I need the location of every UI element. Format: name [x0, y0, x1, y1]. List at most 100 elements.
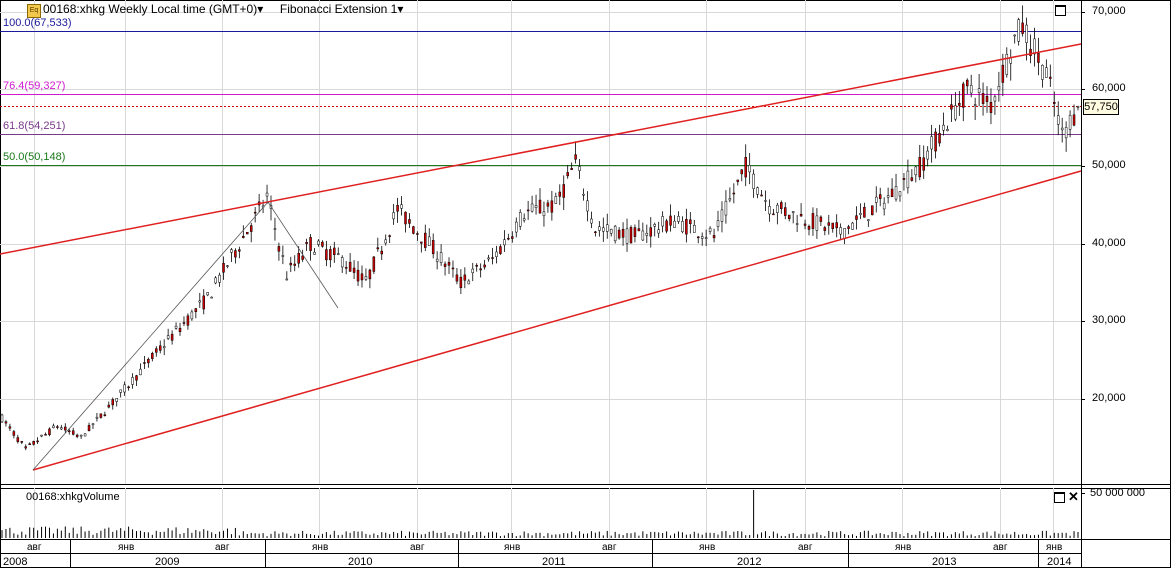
candle-body [728, 198, 732, 201]
candle-body [811, 213, 815, 229]
candle-body [938, 133, 941, 144]
candle-body [704, 237, 708, 239]
candle-body [641, 230, 645, 241]
candle-body [661, 216, 664, 227]
candle-body [1045, 67, 1048, 78]
close-volume-panel-icon[interactable]: ✕ [1068, 489, 1079, 504]
year-label: 2014 [1047, 556, 1072, 568]
candle-body [36, 440, 39, 443]
candle-body [392, 212, 395, 220]
candle-body [867, 219, 870, 221]
candle-body [1060, 127, 1064, 131]
maximize-volume-panel-icon[interactable] [1054, 492, 1065, 503]
candle-body [107, 404, 111, 408]
candle-body [155, 348, 158, 353]
candle-body [878, 194, 882, 199]
candle-body [119, 389, 122, 393]
candle-body [202, 295, 205, 310]
candle-body [277, 246, 281, 252]
maximize-price-panel-icon[interactable] [1055, 5, 1066, 16]
candle-body [807, 226, 811, 230]
month-tick-label: авг [27, 542, 42, 553]
candle-body [420, 241, 423, 244]
candle-body [958, 102, 961, 106]
candle-body [578, 166, 581, 171]
year-label: 2012 [737, 556, 762, 568]
candle-body [427, 236, 431, 246]
candle-body [495, 251, 498, 257]
candle-body [574, 154, 577, 160]
candle-body [902, 178, 906, 180]
month-tick-label: янв [312, 542, 329, 553]
candle-body [111, 399, 115, 406]
candle-body [558, 191, 562, 197]
symbol-dropdown-icon[interactable]: ▾ [257, 2, 264, 16]
candle-body [222, 262, 225, 273]
candle-body [273, 228, 277, 230]
candle-body [329, 249, 332, 261]
candle-body [186, 315, 190, 326]
candle-body [550, 200, 554, 213]
candle-body [1005, 53, 1009, 75]
candle-body [910, 177, 914, 181]
chart-title[interactable]: 00168:xhkg Weekly Local time (GMT+0)▾ Fi… [43, 2, 403, 16]
candle-body [83, 433, 87, 437]
candle-body [700, 236, 704, 239]
candle-body [997, 85, 1001, 91]
candle-body [143, 362, 146, 364]
candle-body [28, 443, 31, 446]
candle-body [784, 207, 787, 216]
candle-body [352, 267, 356, 273]
candle-body [52, 425, 55, 428]
equity-icon[interactable]: Eq [27, 4, 41, 18]
indicator-dropdown-icon[interactable]: ▾ [397, 2, 404, 16]
candle-body [483, 264, 486, 268]
candle-body [511, 236, 514, 239]
candle-body [333, 247, 336, 256]
candle-body [973, 104, 977, 106]
candle-body [360, 273, 364, 281]
candle-body [681, 221, 684, 233]
candle-body [293, 263, 296, 266]
candle-body [776, 204, 779, 213]
candle-body [835, 222, 838, 229]
candle-body [859, 212, 862, 215]
candle-body [285, 278, 289, 281]
month-tick-label: авг [410, 542, 425, 553]
year-label: 2013 [932, 556, 957, 568]
candle-body [71, 430, 75, 435]
candle-body [297, 253, 300, 264]
candle-body [617, 229, 621, 239]
candle-body [819, 216, 823, 222]
candle-body [922, 157, 925, 171]
fib-extension-anchors [32, 201, 339, 471]
candle-body [538, 199, 542, 214]
candle-body [606, 224, 609, 232]
candle-body [20, 441, 24, 443]
candle-body [693, 224, 696, 233]
price-tick-label: 20,000 [1092, 391, 1126, 404]
candle-body [914, 166, 918, 176]
candle-body [1068, 114, 1072, 130]
candle-body [451, 267, 455, 270]
candle-body [64, 426, 67, 431]
candle-body [890, 188, 894, 198]
candle-body [645, 233, 649, 236]
candle-body [246, 231, 249, 235]
candle-body [1076, 106, 1080, 108]
candle-body [131, 377, 134, 385]
candle-body [1041, 64, 1044, 80]
candle-body [613, 225, 617, 242]
candle-body [309, 237, 312, 251]
candle-body [1053, 101, 1056, 104]
candle-body [174, 325, 178, 329]
candle-body [435, 258, 439, 262]
candle-body [570, 168, 573, 170]
candle-body [503, 239, 506, 246]
candle-body [443, 263, 447, 267]
candle-body [301, 255, 304, 260]
candle-body [977, 88, 981, 93]
candle-body [242, 236, 245, 238]
candle-body [602, 227, 605, 232]
